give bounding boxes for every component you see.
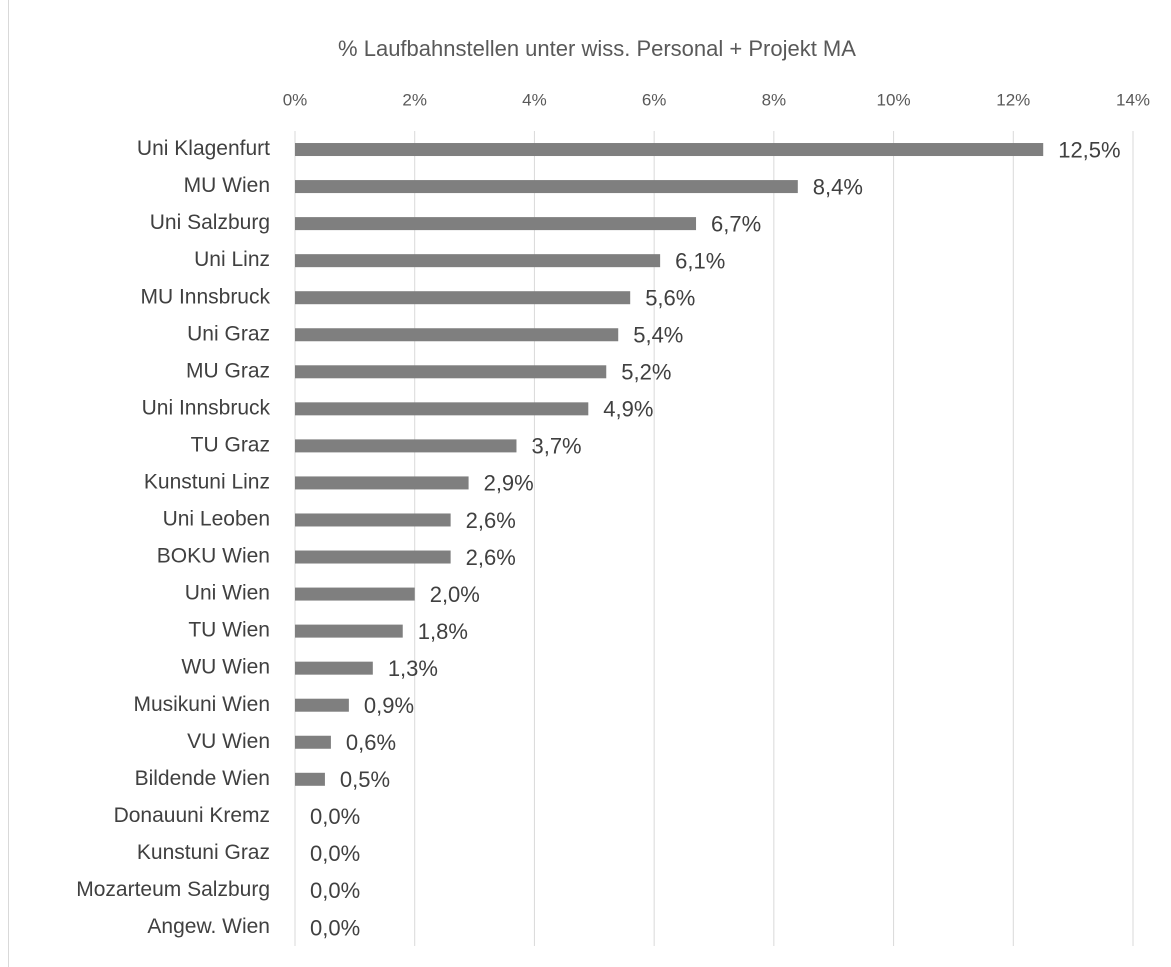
y-tick-label: Angew. Wien	[147, 915, 270, 938]
value-label: 12,5%	[1058, 137, 1120, 162]
value-label: 6,1%	[675, 248, 725, 273]
x-tick-label: 4%	[522, 90, 547, 109]
y-tick-label: WU Wien	[181, 656, 270, 679]
x-tick-label: 0%	[283, 90, 308, 109]
y-tick-label: Uni Linz	[194, 248, 270, 271]
value-label: 0,0%	[310, 804, 360, 829]
x-tick-label: 8%	[762, 90, 787, 109]
value-label: 2,6%	[466, 545, 516, 570]
value-label: 1,8%	[418, 619, 468, 644]
x-tick-label: 6%	[642, 90, 667, 109]
y-tick-label: MU Innsbruck	[140, 285, 270, 308]
value-label: 4,9%	[603, 397, 653, 422]
chart-title: % Laufbahnstellen unter wiss. Personal +…	[338, 36, 856, 61]
bar	[295, 587, 415, 601]
y-tick-label: Uni Leoben	[163, 508, 270, 531]
value-label: 1,3%	[388, 656, 438, 681]
bar	[295, 217, 697, 231]
y-tick-label: Uni Innsbruck	[142, 396, 271, 419]
y-tick-label: Kunstuni Linz	[144, 470, 270, 493]
value-label: 0,0%	[310, 841, 360, 866]
x-tick-label: 10%	[877, 90, 911, 109]
bar	[295, 402, 589, 416]
value-label: 0,0%	[310, 915, 360, 940]
bar	[295, 439, 517, 453]
y-tick-label: Kunstuni Graz	[137, 841, 270, 864]
y-tick-label: TU Graz	[191, 433, 270, 456]
bar	[295, 513, 451, 527]
bar	[295, 328, 619, 342]
bar	[295, 143, 1044, 157]
y-tick-label: Donauuni Kremz	[114, 804, 270, 827]
y-tick-label: MU Graz	[186, 359, 270, 382]
y-tick-label: BOKU Wien	[157, 545, 270, 568]
value-label: 2,6%	[466, 508, 516, 533]
value-label: 2,9%	[484, 471, 534, 496]
value-label: 2,0%	[430, 582, 480, 607]
y-tick-label: Uni Salzburg	[150, 211, 270, 234]
y-tick-label: Mozarteum Salzburg	[76, 878, 270, 901]
value-label: 0,0%	[310, 878, 360, 903]
bar	[295, 698, 349, 712]
y-tick-label: Uni Wien	[185, 582, 270, 605]
y-tick-label: Bildende Wien	[135, 767, 270, 790]
value-label: 5,6%	[645, 286, 695, 311]
bar	[295, 254, 661, 268]
bar	[295, 291, 631, 305]
bar	[295, 180, 798, 194]
bar	[295, 365, 607, 379]
bar	[295, 550, 451, 564]
y-tick-label: MU Wien	[184, 174, 270, 197]
x-tick-label: 12%	[996, 90, 1030, 109]
value-label: 8,4%	[813, 174, 863, 199]
value-label: 3,7%	[531, 434, 581, 459]
value-label: 6,7%	[711, 211, 761, 236]
y-tick-label: Uni Klagenfurt	[137, 137, 270, 160]
y-tick-label: Uni Graz	[187, 322, 270, 345]
value-label: 5,4%	[633, 323, 683, 348]
bar	[295, 476, 469, 490]
x-tick-label: 2%	[402, 90, 427, 109]
value-label: 0,9%	[364, 693, 414, 718]
bar	[295, 772, 325, 786]
value-label: 0,6%	[346, 730, 396, 755]
y-tick-label: Musikuni Wien	[133, 693, 270, 716]
bar	[295, 735, 331, 749]
y-tick-label: VU Wien	[187, 730, 270, 753]
bar	[295, 661, 373, 675]
bar	[295, 624, 403, 638]
value-label: 0,5%	[340, 767, 390, 792]
y-tick-label: TU Wien	[188, 619, 270, 642]
x-tick-label: 14%	[1116, 90, 1150, 109]
value-label: 5,2%	[621, 360, 671, 385]
